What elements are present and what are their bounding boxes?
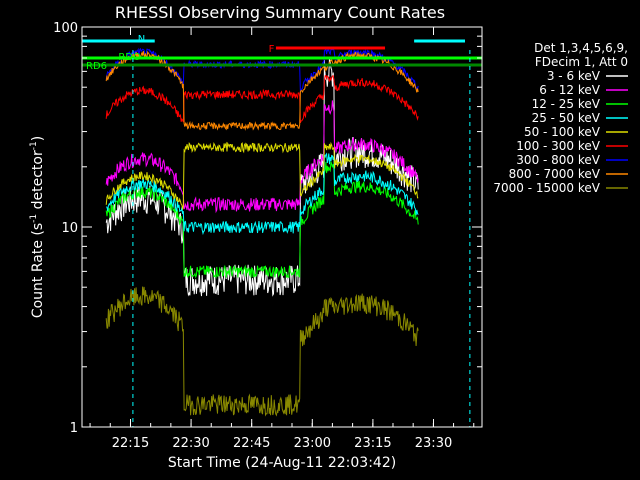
legend-label: 12 - 25 keV xyxy=(532,97,601,111)
legend-label: 7000 - 15000 keV xyxy=(493,181,600,195)
legend-label: 300 - 800 keV xyxy=(516,153,600,167)
x-axis-label: Start Time (24-Aug-11 22:03:42) xyxy=(168,455,396,471)
plot-area: N RDO RD6 F xyxy=(82,34,482,427)
x-tick-label: 22:15 xyxy=(112,436,149,451)
x-axis: 22:15 22:30 22:45 23:00 23:15 23:30 xyxy=(89,27,475,451)
y-tick-label: 1 xyxy=(70,421,78,436)
legend-header-line-2: FDecim 1, Att 0 xyxy=(535,55,628,69)
y-axis: 1 10 100 xyxy=(53,21,482,436)
legend-label: 800 - 7000 keV xyxy=(509,167,601,181)
series-line xyxy=(105,141,419,210)
flag-label: F xyxy=(269,44,275,55)
plot-frame xyxy=(81,26,483,428)
x-tick-label: 22:45 xyxy=(233,436,270,451)
chart-title: RHESSI Observing Summary Count Rates xyxy=(115,3,445,22)
legend-header-line-1: Det 1,3,4,5,6,9, xyxy=(534,41,628,55)
series-line xyxy=(105,75,419,123)
legend-label: 100 - 300 keV xyxy=(516,139,600,153)
series-line xyxy=(105,57,419,297)
y-tick-label: 100 xyxy=(53,21,78,36)
y-tick-label: 10 xyxy=(61,221,78,236)
flag-label: N xyxy=(138,34,145,45)
x-tick-label: 23:30 xyxy=(415,436,452,451)
series-line xyxy=(106,152,419,236)
x-tick-label: 23:00 xyxy=(294,436,331,451)
flag-label: RD6 xyxy=(86,61,107,72)
y-axis-label: Count Rate (s-1 detector-1) xyxy=(29,136,46,318)
series-line xyxy=(105,286,419,417)
flag-label: RDO xyxy=(118,52,141,63)
legend-label: 6 - 12 keV xyxy=(539,83,601,97)
series-line xyxy=(105,161,419,279)
series-line xyxy=(105,100,419,214)
x-tick-label: 23:15 xyxy=(354,436,391,451)
x-tick-label: 22:30 xyxy=(172,436,209,451)
legend-label: 50 - 100 keV xyxy=(524,125,601,139)
legend-label: 25 - 50 keV xyxy=(532,111,601,125)
legend-label: 3 - 6 keV xyxy=(547,69,601,83)
